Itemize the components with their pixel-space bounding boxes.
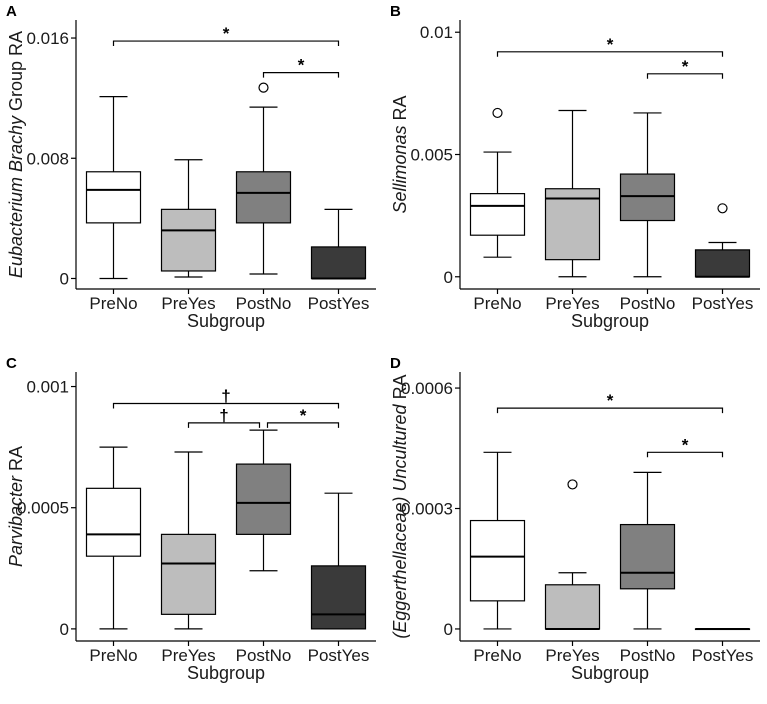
significance-bracket — [496, 51, 724, 57]
y-tick-label: 0.0003 — [401, 500, 453, 519]
significance-label: † — [219, 406, 228, 425]
y-axis-title-rest: RA — [390, 95, 410, 125]
x-tick-label: PreYes — [161, 646, 215, 665]
x-tick-label: PreYes — [161, 294, 215, 313]
significance-bracket — [266, 422, 340, 428]
y-axis-title: Parvibacter RA — [6, 446, 26, 567]
box-preno — [469, 519, 526, 602]
x-tick-label: PostYes — [692, 294, 754, 313]
outlier-point — [258, 82, 269, 93]
outlier-point — [567, 479, 578, 490]
y-tick-label: 0 — [60, 620, 69, 639]
x-tick-label: PostNo — [236, 294, 292, 313]
box-preno — [85, 171, 142, 224]
panel-letter: D — [390, 355, 401, 372]
significance-bracket — [646, 73, 724, 79]
x-axis-title: Subgroup — [571, 311, 649, 331]
significance-label: * — [298, 56, 305, 75]
panel-b: B 0 0.005 0.01 PreNo PreYes PostNo PostYes Subgr… — [384, 0, 767, 352]
significance-bracket — [646, 451, 724, 458]
significance-bracket — [112, 40, 340, 47]
significance-label: * — [607, 391, 614, 410]
significance-bracket — [496, 407, 724, 414]
y-tick-label: 0.001 — [26, 378, 69, 397]
y-axis-title-rest: RA — [390, 374, 410, 404]
x-tick-label: PreYes — [545, 294, 599, 313]
x-axis-title: Subgroup — [571, 663, 649, 683]
box-preno — [469, 193, 526, 236]
panel-a: A 0 0.008 0.016 PreNo PreYes PostNo PostYes Subg… — [0, 0, 383, 352]
significance-label: * — [682, 57, 689, 76]
significance-bracket — [112, 402, 340, 409]
panel-letter: A — [6, 3, 17, 20]
y-axis-title-italic: (Eggerthellaceae) Uncultured — [390, 403, 410, 638]
x-tick-label: PostYes — [308, 294, 370, 313]
x-tick-label: PreNo — [473, 646, 521, 665]
y-tick-label: 0.016 — [26, 29, 69, 48]
x-tick-label: PreNo — [89, 646, 137, 665]
panel-letter: B — [390, 3, 401, 20]
boxplot-d: D 0 0.0003 0.0006 PreNo PreYes PostNo PostYes Su… — [390, 355, 760, 683]
outlier-point — [717, 203, 728, 214]
y-axis-title-rest: RA — [6, 446, 26, 476]
boxplot-a: A 0 0.008 0.016 PreNo PreYes PostNo PostYes Subg… — [6, 3, 376, 331]
x-axis-title: Subgroup — [187, 663, 265, 683]
box-postno — [619, 173, 676, 222]
y-axis-title: Sellimonas RA — [390, 95, 410, 213]
box-preyes — [544, 584, 601, 630]
significance-bracket — [262, 71, 340, 78]
box-postyes — [694, 249, 751, 278]
box-preyes — [160, 208, 217, 272]
y-tick-label: 0 — [444, 620, 453, 639]
y-axis-title: Eubacterium Brachy Group RA — [6, 31, 26, 278]
panel-d: D 0 0.0003 0.0006 PreNo PreYes PostNo PostYes Su… — [384, 352, 767, 704]
y-tick-label: 0.008 — [26, 149, 69, 168]
box-postno — [235, 463, 292, 535]
box-preyes — [544, 188, 601, 261]
box-postno — [619, 523, 676, 590]
y-axis-title-italic: Sellimonas — [390, 125, 410, 213]
box-postno — [235, 171, 292, 224]
boxplot-c: C 0 0.0005 0.001 PreNo PreYes PostNo PostYes Sub… — [6, 355, 376, 683]
y-axis-title: (Eggerthellaceae) Uncultured RA — [390, 374, 410, 638]
x-tick-label: PostYes — [308, 646, 370, 665]
significance-label: † — [221, 387, 230, 406]
x-tick-label: PostYes — [692, 646, 754, 665]
significance-bracket — [187, 422, 261, 428]
x-tick-label: PostNo — [620, 646, 676, 665]
y-tick-label: 0 — [444, 268, 453, 287]
panel-letter: C — [6, 355, 17, 372]
y-tick-label: 0.0005 — [17, 499, 69, 518]
box-postyes — [310, 246, 367, 280]
significance-label: * — [607, 35, 614, 54]
outlier-point — [492, 107, 503, 119]
significance-label: * — [223, 24, 230, 43]
y-tick-label: 0 — [60, 269, 69, 288]
y-tick-label: 0.005 — [410, 146, 453, 165]
panel-c: C 0 0.0005 0.001 PreNo PreYes PostNo PostYes Sub… — [0, 352, 383, 704]
box-postyes — [310, 565, 367, 630]
y-axis-title-rest: Group RA — [6, 31, 26, 116]
box-preyes — [160, 533, 217, 615]
y-tick-label: 0.01 — [420, 23, 453, 42]
y-axis-title-italic: Parvibacter — [6, 475, 26, 567]
y-tick-label: 0.0006 — [401, 379, 453, 398]
box-preno — [85, 487, 142, 557]
x-tick-label: PreNo — [89, 294, 137, 313]
significance-label: * — [300, 406, 307, 425]
y-axis-title-italic: Eubacterium Brachy — [6, 115, 26, 278]
x-axis-title: Subgroup — [187, 311, 265, 331]
significance-label: * — [682, 435, 689, 454]
x-tick-label: PostNo — [620, 294, 676, 313]
x-tick-label: PreYes — [545, 646, 599, 665]
x-tick-label: PostNo — [236, 646, 292, 665]
x-tick-label: PreNo — [473, 294, 521, 313]
boxplot-b: B 0 0.005 0.01 PreNo PreYes PostNo PostYes Subgr… — [390, 3, 760, 331]
